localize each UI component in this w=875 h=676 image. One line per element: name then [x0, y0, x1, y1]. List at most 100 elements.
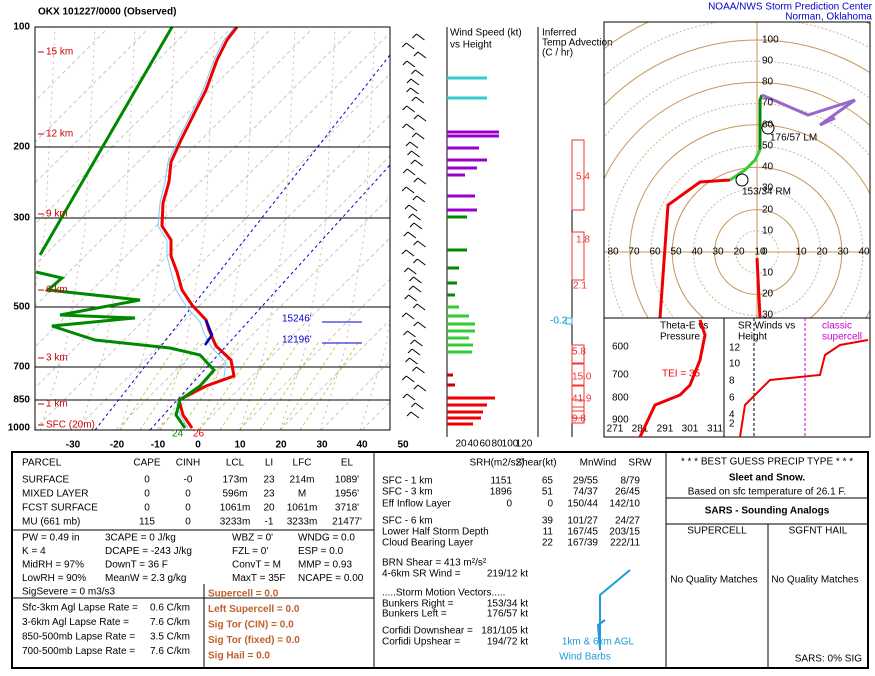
- line: [413, 222, 423, 230]
- line: [410, 402, 416, 408]
- line: [413, 177, 419, 183]
- line: [408, 285, 414, 291]
- line: [405, 357, 410, 363]
- advection-value: 15.0: [572, 372, 592, 383]
- kin-cell: 51: [542, 487, 554, 498]
- summary-frame: [11, 451, 869, 669]
- parcel-cell: SURFACE: [22, 475, 70, 486]
- hodo-xtick: 50: [670, 247, 682, 258]
- dewpoint: [35, 270, 217, 429]
- pressure-label: 1000: [8, 423, 31, 434]
- pressure-label: 100: [13, 22, 30, 33]
- temperature: [160, 27, 239, 429]
- line: [416, 303, 426, 311]
- line: [239, 339, 301, 430]
- vector-label: Corfidi Downshear =: [382, 626, 473, 637]
- dry-adiabat: [119, 29, 176, 430]
- kin-cell: 1151: [490, 476, 512, 487]
- line: [407, 231, 417, 239]
- line: [415, 402, 424, 410]
- parcel: [203, 319, 214, 346]
- wind-bar: [447, 134, 499, 138]
- kin-cell: 26/45: [615, 487, 640, 498]
- wind-bar: [447, 281, 457, 285]
- parcel-cell: 0: [144, 475, 150, 486]
- wind-bar: [447, 314, 469, 318]
- wind-bar: [447, 158, 487, 162]
- hodo-xtick: 20: [733, 247, 745, 258]
- parcel-cell: 23: [263, 475, 275, 486]
- sr46: 4-6km SR Wind =: [382, 569, 461, 580]
- wind-bar: [447, 329, 475, 333]
- line: [412, 33, 417, 39]
- advection-bar: [571, 344, 585, 364]
- height-label: 6 km: [46, 285, 68, 296]
- line: [407, 150, 412, 156]
- sr46-value: 219/12 kt: [487, 569, 528, 580]
- level-label: 12196': [282, 335, 312, 346]
- kin-cell: 167/45: [567, 527, 598, 538]
- rm-marker: [735, 173, 749, 187]
- kin-cell: SFC - 6 km: [382, 516, 433, 527]
- composite: Sig Tor (CIN) = 0.0: [208, 620, 294, 631]
- line: [406, 393, 416, 401]
- parcel-cell: 173m: [222, 475, 247, 486]
- hodo-xtick: 30: [837, 247, 849, 258]
- line: [404, 204, 410, 210]
- wind-bar: [447, 336, 469, 340]
- hodo-xtick: 40: [858, 247, 870, 258]
- advection-value: 9.8: [572, 414, 586, 425]
- dry-adiabat: [319, 29, 376, 430]
- line: [405, 312, 415, 320]
- wind-bar: [447, 194, 475, 198]
- parcel-cell: 21477': [332, 517, 362, 528]
- parcel-header: LFC: [293, 458, 312, 469]
- wind-bar: [447, 350, 472, 354]
- wind-bar: [447, 373, 453, 377]
- lapse-value: 0.6 C/km: [150, 603, 190, 614]
- hodo-xtick: 20: [816, 247, 828, 258]
- vector-value: 153/34 kt: [487, 599, 528, 610]
- parcel-cell: -0: [184, 475, 193, 486]
- title: OKX 101227/0000 (Observed): [38, 7, 176, 18]
- line: [406, 87, 411, 93]
- line: [401, 375, 407, 381]
- parcel-cell: 1956': [335, 489, 359, 500]
- wind-bar: [447, 422, 473, 426]
- line: [405, 249, 415, 257]
- hodo-xtick: 40: [691, 247, 703, 258]
- parcel-header: PARCEL: [22, 458, 62, 469]
- line: [407, 267, 417, 275]
- dry-adiabat: [79, 29, 136, 430]
- line: [413, 114, 419, 120]
- wind-bar: [447, 383, 455, 387]
- line: [401, 42, 407, 48]
- wind-bar: [447, 96, 487, 100]
- vector-label: Bunkers Right =: [382, 599, 454, 610]
- lapse-label: 700-500mb Lapse Rate =: [22, 646, 135, 657]
- height-label: 15 km: [46, 47, 73, 58]
- pressure-label: 850: [13, 395, 30, 406]
- line: [409, 357, 418, 365]
- line: [413, 51, 419, 57]
- center: NOAA/NWS Storm Prediction Center: [708, 2, 873, 13]
- line: [411, 69, 416, 75]
- line: [406, 105, 415, 113]
- lapse-label: 850-500mb Lapse Rate =: [22, 632, 135, 643]
- parcel-cell: 0: [185, 517, 191, 528]
- vector-label: Corfidi Upshear =: [382, 637, 460, 648]
- parcel-cell: 3233m: [287, 517, 318, 528]
- hodo-ytick: 30: [762, 183, 774, 194]
- index: ConvT = M: [232, 560, 281, 571]
- line: [405, 186, 415, 194]
- line: [402, 105, 408, 111]
- line: [408, 294, 417, 302]
- index: MaxT = 35F: [232, 573, 285, 584]
- kin-cell: 0: [547, 499, 553, 510]
- line: [415, 96, 425, 104]
- line: [402, 393, 408, 399]
- hodo-mid: [729, 149, 762, 182]
- skewt-frame: [34, 26, 391, 431]
- temp-label: 30: [316, 440, 328, 451]
